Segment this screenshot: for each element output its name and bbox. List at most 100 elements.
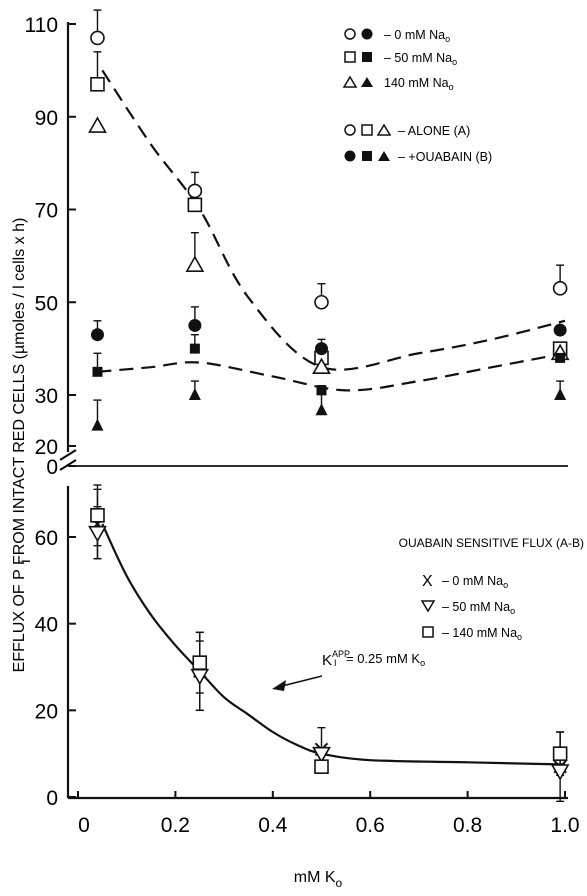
legend-label-140mm: 140 mM Nao (384, 76, 454, 92)
legend-label-tri-50mm: – 50 mM Nao (442, 600, 515, 616)
marker-filled-square (555, 352, 566, 363)
marker-open-triangle (88, 116, 107, 133)
legend-label-0mm: – 0 mM Nao (384, 28, 450, 44)
y-tick-label-upper: 50 (35, 292, 58, 315)
marker-open-square (314, 759, 329, 774)
marker-filled-triangle (554, 388, 567, 400)
legend-filled-circle-icon (361, 28, 373, 40)
marker-open-triangle-down (312, 746, 331, 764)
legend-open-triangle-down-icon (420, 600, 436, 613)
marker-open-square (187, 197, 203, 213)
y-tick-label-upper: 30 (35, 385, 58, 408)
fit-curve-dashed (101, 69, 566, 371)
legend-open-square-icon (422, 626, 434, 638)
marker-open-square (90, 76, 105, 92)
legend-lower: OUABAIN SENSITIVE FLUX (A-B) X – 0 mM Na… (399, 536, 584, 642)
legend-lower-title: OUABAIN SENSITIVE FLUX (A-B) (399, 536, 584, 550)
y-tick-label-upper: 110 (25, 14, 58, 37)
marker-filled-circle (553, 323, 567, 337)
marker-filled-circle (90, 328, 104, 342)
legend-filled-triangle-icon (361, 77, 373, 87)
x-tick-label: 0 (78, 814, 90, 837)
annotation-text: KAPP (322, 649, 350, 669)
legend-row-sq-140mm: – 140 mM Nao (422, 626, 522, 642)
legend-open-circle-icon (344, 28, 356, 40)
x-axis-label-sub: o (336, 876, 343, 890)
marker-open-square (552, 746, 568, 761)
marker-open-triangle-down (88, 525, 107, 543)
legend-x-marker: X (422, 573, 433, 590)
marker-filled-circle (315, 342, 328, 356)
y-tick-label-break: 0 (46, 456, 58, 479)
annotation-value: = 0.25 mM Ko (346, 651, 425, 668)
marker-filled-triangle (91, 418, 104, 431)
x-tick-label: 0.8 (453, 814, 482, 837)
legend-upper: – 0 mM Nao – 50 mM Nao 140 mM Nao – ALON… (342, 28, 492, 164)
marker-filled-triangle (315, 403, 328, 416)
k-app-annotation: KAPP I = 0.25 mM Ko (272, 649, 425, 691)
marker-open-circle (552, 281, 568, 296)
legend-open-circle-icon (344, 124, 356, 136)
marker-filled-circle (188, 318, 202, 332)
legend-label-ouabain: – +OUABAIN (B) (398, 150, 492, 164)
marker-open-circle (314, 294, 329, 310)
axes (59, 22, 568, 800)
y-axis-label-text: EFFLUX OF P FROM INTACT RED CELLS (µmole… (11, 218, 28, 673)
x-tick-label: 0.2 (161, 814, 190, 837)
annotation-arrowhead (272, 680, 286, 691)
y-tick-label-upper: 70 (35, 200, 58, 223)
legend-filled-triangle-icon (378, 151, 390, 161)
legend-row-0mm: – 0 mM Nao (344, 28, 450, 44)
legend-row-x-0mm: X – 0 mM Nao (422, 573, 508, 590)
legend-label-sq-140mm: – 140 mM Nao (442, 626, 522, 642)
y-axis-label: EFFLUX OF P FROM INTACT RED CELLS (µmole… (11, 218, 28, 673)
legend-open-square-icon (361, 124, 373, 136)
legend-label-alone: – ALONE (A) (398, 124, 470, 138)
marker-open-triangle (185, 255, 205, 272)
y-tick-label-lower: 60 (35, 527, 58, 550)
marker-filled-triangle (188, 388, 201, 400)
legend-label-x-0mm: – 0 mM Nao (442, 574, 508, 590)
marker-open-circle (187, 183, 203, 199)
legend-row-140mm: 140 mM Nao (342, 75, 454, 92)
legend-row-tri-50mm: – 50 mM Nao (420, 600, 515, 616)
x-axis-label-text: mM K (294, 869, 336, 886)
legend-open-triangle-icon (342, 75, 358, 88)
marker-open-circle (90, 30, 105, 46)
marker-open-triangle-down (550, 764, 570, 781)
annotation-k-sub: I (334, 658, 337, 668)
legend-filled-square-icon (362, 151, 372, 161)
x-axis-label: mM Ko (294, 869, 343, 890)
x-tick-label: 0.4 (258, 814, 288, 837)
error-bars (93, 9, 565, 803)
x-tick-label: 1.0 (550, 814, 579, 837)
y-tick-label-lower: 40 (35, 614, 58, 637)
marker-open-square (192, 655, 208, 670)
axis-break-mark-a (59, 449, 77, 461)
marker-open-triangle (312, 357, 331, 374)
marker-filled-square (316, 385, 327, 396)
y-tick-label-lower: 0 (46, 787, 58, 810)
legend-filled-circle-icon (344, 150, 356, 162)
annotation-arrow (281, 675, 323, 687)
x-tick-label: 0.6 (356, 814, 385, 837)
marker-filled-square (189, 343, 200, 354)
legend-open-square-icon (344, 51, 356, 63)
marker-filled-square (92, 366, 103, 377)
legend-row-ouabain: – +OUABAIN (B) (344, 150, 492, 164)
fit-curve-dashed (97, 352, 566, 392)
data-markers (88, 30, 570, 781)
legend-label-50mm: – 50 mM Nao (384, 51, 457, 67)
y-tick-label-upper: 20 (35, 436, 58, 459)
y-tick-label-lower: 20 (35, 700, 58, 723)
fit-curve-solid (101, 523, 566, 766)
legend-row-50mm: – 50 mM Nao (344, 51, 457, 67)
y-tick-label-upper: 90 (35, 107, 58, 130)
legend-filled-square-icon (362, 52, 372, 62)
legend-open-triangle-icon (376, 123, 392, 136)
legend-row-alone: – ALONE (A) (344, 123, 470, 138)
marker-open-square (90, 508, 105, 523)
y-axis-label-sub: i (17, 559, 34, 563)
